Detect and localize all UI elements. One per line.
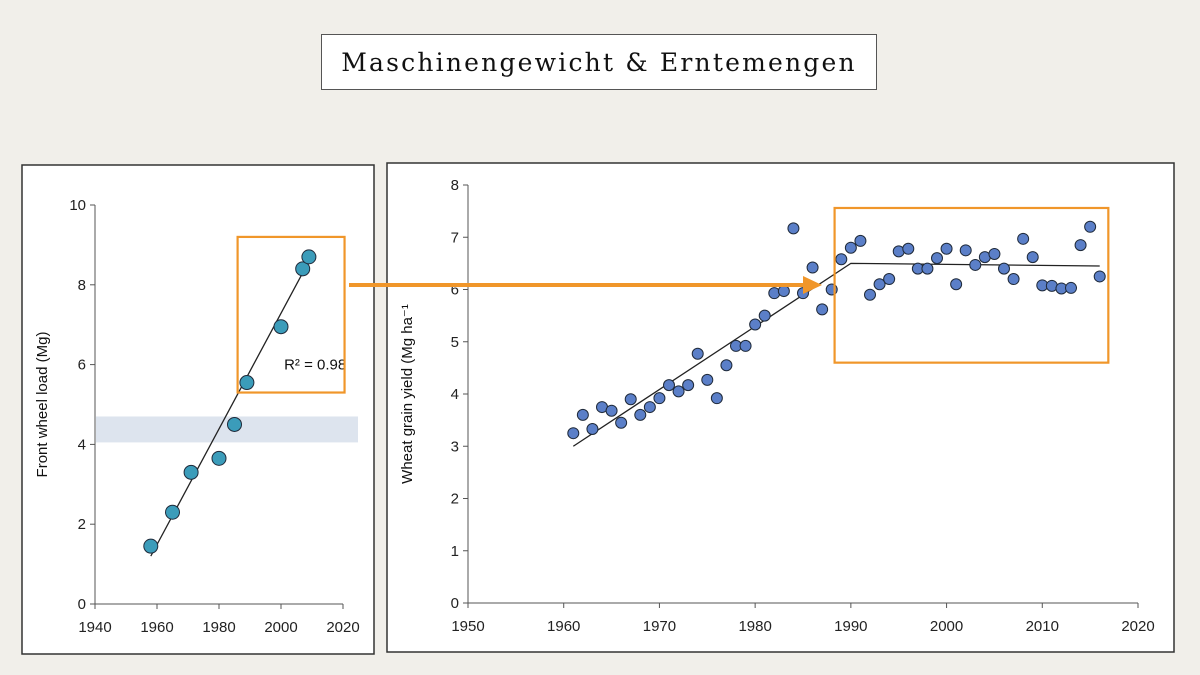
data-point xyxy=(653,392,666,405)
slide-title-box: Maschinengewicht & Erntemengen xyxy=(321,34,877,90)
y-axis-label: Wheat grain yield (Mg ha⁻¹ xyxy=(399,304,416,484)
data-point xyxy=(940,242,953,255)
r-squared-annotation: R² = 0.98 xyxy=(284,357,346,374)
x-tick-label: 1960 xyxy=(140,619,173,636)
data-point xyxy=(567,427,580,440)
highlight-arrow xyxy=(349,276,822,294)
data-point xyxy=(835,253,848,266)
y-tick-label: 6 xyxy=(451,282,459,299)
y-axis-label: Front wheel load (Mg) xyxy=(34,332,51,478)
y-tick-label: 10 xyxy=(69,197,86,214)
y-tick-label: 3 xyxy=(451,438,459,455)
data-point xyxy=(663,379,675,392)
data-point xyxy=(672,385,685,398)
data-point xyxy=(1074,239,1087,252)
highlight-box xyxy=(833,206,1110,364)
y-tick-label: 2 xyxy=(78,516,86,533)
data-point xyxy=(1017,232,1030,245)
x-tick-label: 1960 xyxy=(547,618,580,635)
x-tick-label: 1980 xyxy=(738,618,771,635)
data-point xyxy=(806,261,819,274)
data-point xyxy=(902,242,915,255)
y-tick-label: 5 xyxy=(451,334,459,351)
data-point xyxy=(576,408,589,421)
x-tick-label: 1940 xyxy=(78,619,111,636)
data-point xyxy=(1065,281,1077,294)
data-point xyxy=(710,392,723,405)
data-point xyxy=(295,261,311,277)
data-point xyxy=(273,319,289,335)
data-point xyxy=(143,538,159,554)
data-point xyxy=(183,464,199,480)
data-point xyxy=(921,262,934,275)
data-point xyxy=(988,247,1001,260)
left-chart-panel xyxy=(21,164,375,655)
y-tick-label: 4 xyxy=(78,436,86,453)
data-point xyxy=(758,309,771,322)
y-tick-label: 0 xyxy=(78,596,86,613)
data-point xyxy=(873,278,886,291)
highlight-box xyxy=(236,235,346,394)
x-tick-label: 1980 xyxy=(202,619,235,636)
data-point xyxy=(931,252,943,265)
data-point xyxy=(701,373,714,386)
threshold-band xyxy=(96,416,358,443)
data-point xyxy=(643,401,656,414)
data-point xyxy=(739,339,752,352)
data-point xyxy=(227,416,242,432)
x-tick-label: 1950 xyxy=(451,618,484,635)
y-tick-label: 2 xyxy=(451,491,459,508)
data-point xyxy=(615,416,628,429)
data-point xyxy=(1026,251,1039,264)
x-tick-label: 2020 xyxy=(1121,618,1154,635)
data-point xyxy=(691,347,704,360)
y-tick-label: 4 xyxy=(451,386,459,403)
data-point xyxy=(682,379,695,392)
data-point xyxy=(777,285,790,298)
data-point xyxy=(586,423,599,436)
data-point xyxy=(787,222,800,235)
data-point xyxy=(624,393,637,406)
x-tick-label: 2000 xyxy=(264,619,297,636)
data-point xyxy=(1007,273,1020,286)
y-tick-label: 0 xyxy=(451,595,459,612)
data-point xyxy=(854,234,867,247)
data-point xyxy=(969,258,982,271)
data-point xyxy=(844,241,857,254)
data-point xyxy=(883,273,896,286)
data-point xyxy=(1093,270,1106,283)
y-tick-label: 6 xyxy=(78,357,86,374)
data-point xyxy=(1084,220,1097,233)
data-point xyxy=(864,288,876,301)
front-wheel-load-chart: 0 2 4 6 8 10 1940 1960 1980 2000 2020 Front wheel l… xyxy=(34,197,360,636)
data-point xyxy=(749,318,762,331)
data-point xyxy=(301,249,317,265)
y-tick-label: 8 xyxy=(78,277,86,294)
y-tick-label: 8 xyxy=(451,177,459,194)
data-point xyxy=(211,450,227,466)
data-point xyxy=(239,375,255,391)
data-point xyxy=(605,404,618,417)
x-tick-label: 2020 xyxy=(326,619,359,636)
slide-title: Maschinengewicht & Erntemengen xyxy=(341,47,857,77)
y-tick-label: 1 xyxy=(451,543,459,560)
x-tick-label: 2010 xyxy=(1026,618,1059,635)
data-point xyxy=(950,278,963,291)
y-tick-label: 7 xyxy=(451,229,459,246)
right-chart-panel xyxy=(386,162,1175,653)
data-point xyxy=(165,504,180,520)
data-point xyxy=(959,244,972,257)
x-tick-label: 1970 xyxy=(643,618,676,635)
data-point xyxy=(816,303,829,316)
data-point xyxy=(720,359,733,372)
data-point xyxy=(634,408,647,421)
x-tick-label: 2000 xyxy=(930,618,963,635)
data-point xyxy=(998,262,1010,275)
x-tick-label: 1990 xyxy=(834,618,867,635)
arrow-head-icon xyxy=(803,276,822,294)
